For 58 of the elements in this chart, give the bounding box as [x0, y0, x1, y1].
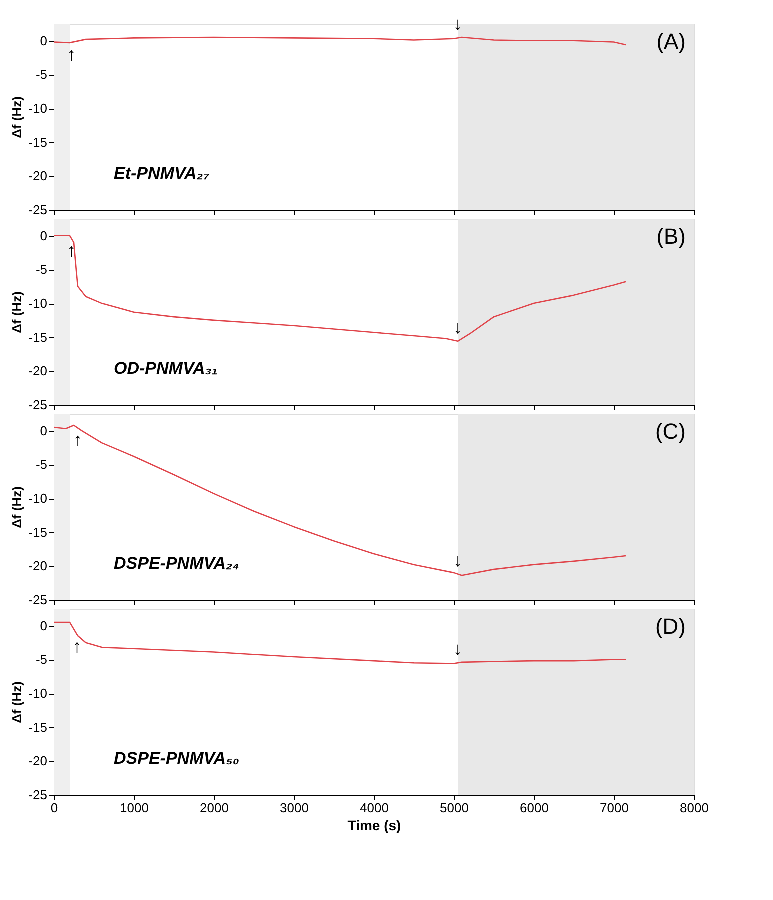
y-tick-label: -25: [28, 398, 48, 412]
y-tick-label: -15: [28, 134, 48, 150]
y-axis-title: Δf (Hz): [10, 682, 25, 724]
x-tick-label: 0: [50, 800, 58, 816]
y-tick-label: -15: [28, 330, 48, 345]
y-axis-title: Δf (Hz): [10, 292, 25, 334]
y-tick-label: -5: [36, 457, 48, 472]
y-tick-label: -15: [28, 524, 48, 540]
text: DSPE-PNMVA₅₀: [114, 749, 240, 768]
y-tick-label: -5: [36, 652, 48, 668]
y-tick-label: -5: [36, 262, 48, 278]
text: Et-PNMVA₂₇: [114, 164, 210, 183]
y-tick-label: -5: [36, 67, 48, 82]
y-tick-label: -10: [28, 491, 48, 506]
x-axis-title: Time (s): [348, 818, 402, 834]
y-axis-title: Δf (Hz): [10, 96, 25, 138]
y-axis-title: Δf (Hz): [10, 486, 25, 528]
annotation: (A): [656, 29, 686, 54]
y-tick-label: 0: [40, 228, 48, 244]
x-tick-label: 6000: [520, 800, 549, 816]
y-tick-label: 0: [40, 33, 48, 48]
y-tick-label: -20: [28, 754, 48, 769]
y-tick-label: -20: [28, 364, 48, 379]
annotation: ↓: [454, 317, 462, 338]
x-tick-label: 2000: [200, 800, 229, 816]
annotation: (C): [655, 419, 686, 444]
text: OD-PNMVA₃₁: [114, 359, 218, 378]
annotation: ↑: [72, 636, 82, 657]
y-tick-label: -10: [28, 101, 48, 116]
y-tick-label: -25: [28, 788, 48, 802]
y-tick-label: -25: [28, 592, 48, 608]
line-series: [54, 622, 627, 664]
x-tick-label: 1000: [120, 800, 149, 816]
annotation: ↓: [454, 550, 462, 570]
y-tick-label: -20: [28, 558, 48, 574]
line-series: [54, 235, 627, 342]
x-tick-label: 8000: [680, 800, 709, 816]
y-tick-label: -20: [28, 168, 48, 184]
annotation: (B): [656, 224, 686, 249]
x-tick-label: 4000: [360, 800, 389, 816]
y-tick-label: -10: [28, 686, 48, 702]
x-tick-label: 5000: [440, 800, 469, 816]
annotation: ↑: [67, 44, 76, 65]
x-tick-label: 3000: [280, 800, 309, 816]
y-tick-label: -10: [28, 296, 48, 312]
line-series: [54, 424, 627, 576]
line-series: [54, 36, 627, 46]
text: DSPE-PNMVA₂₄: [114, 554, 240, 573]
y-tick-label: 0: [40, 423, 48, 438]
annotation: ↑: [67, 240, 76, 261]
y-tick-label: -25: [28, 202, 48, 218]
x-tick-label: 7000: [600, 800, 629, 816]
annotation: ↑: [74, 430, 82, 450]
annotation: ↓: [454, 639, 462, 660]
annotation: ↓: [454, 14, 462, 34]
y-tick-label: -15: [28, 720, 48, 735]
annotation: (D): [655, 614, 686, 639]
y-tick-label: 0: [40, 618, 48, 634]
